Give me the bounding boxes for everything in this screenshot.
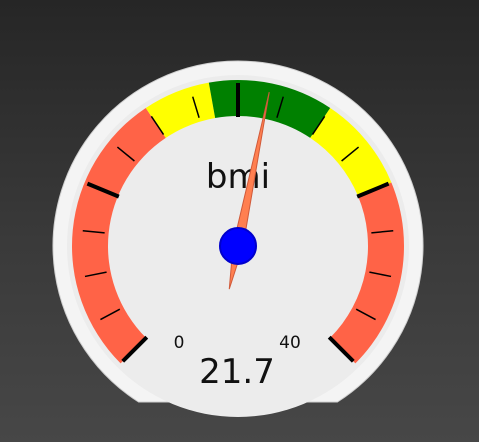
gauge-needle-hub: [219, 227, 257, 265]
gauge-minor-tick: [150, 115, 165, 135]
gauge-major-tick: [86, 181, 120, 199]
gauge-band-3: [310, 107, 392, 197]
gauge-major-tick: [121, 335, 149, 363]
gauge-major-tick: [327, 335, 355, 363]
gauge-minor-tick: [100, 308, 121, 321]
gauge-minor-tick: [355, 308, 376, 321]
gauge-major-tick: [356, 181, 390, 199]
gauge-band-4: [329, 182, 404, 364]
gauge-value-readout: 21.7: [199, 352, 275, 392]
gauge-ticks: [82, 83, 394, 363]
gauge-band-1: [145, 82, 216, 138]
gauge-title: bmi: [206, 157, 270, 197]
gauge-minor-tick: [116, 146, 135, 162]
gauge-band-0: [71, 107, 166, 364]
gauge-minor-tick: [371, 229, 394, 234]
gauge-minor-tick: [369, 271, 392, 278]
gauge-minor-tick: [191, 96, 200, 118]
gauge-minor-tick: [82, 229, 105, 234]
gauge-minor-tick: [84, 271, 107, 278]
gauge-minor-tick: [311, 115, 326, 135]
gauge-min-label: 0: [174, 333, 185, 353]
gauge-minor-tick: [276, 96, 285, 118]
gauge-minor-tick: [341, 146, 360, 162]
gauge-max-label: 40: [279, 333, 301, 353]
